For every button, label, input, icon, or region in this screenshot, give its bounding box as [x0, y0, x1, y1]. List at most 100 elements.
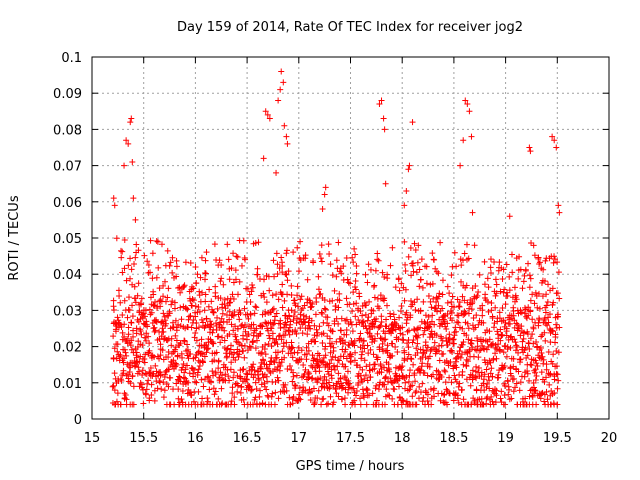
data-point: [458, 278, 465, 285]
data-point: [427, 298, 434, 305]
data-point: [404, 328, 411, 335]
data-point: [167, 374, 174, 381]
data-point: [249, 281, 256, 288]
data-point: [274, 261, 281, 268]
data-point: [541, 398, 548, 405]
data-point: [408, 272, 415, 279]
data-point: [389, 395, 396, 402]
data-point: [146, 347, 153, 354]
data-point: [316, 250, 323, 257]
data-point: [243, 376, 250, 383]
data-point: [319, 396, 326, 403]
data-point: [446, 374, 453, 381]
data-point: [443, 325, 450, 332]
data-point: [505, 383, 512, 390]
y-tick-label: 0.09: [53, 87, 82, 102]
data-point: [143, 330, 150, 337]
data-point: [552, 339, 559, 346]
data-point: [130, 195, 137, 202]
data-point: [374, 250, 381, 257]
data-point: [262, 308, 269, 315]
data-point: [162, 298, 169, 305]
data-point: [488, 300, 495, 307]
data-point: [364, 279, 371, 286]
data-point: [225, 256, 232, 263]
data-point: [526, 272, 533, 279]
data-point: [555, 349, 562, 356]
data-point: [339, 396, 346, 403]
data-point: [226, 299, 233, 306]
data-point: [278, 68, 285, 75]
data-point: [290, 373, 297, 380]
data-point: [231, 394, 238, 401]
data-point: [366, 298, 373, 305]
data-point: [420, 394, 427, 401]
data-point: [518, 323, 525, 330]
data-point: [403, 373, 410, 380]
data-point: [298, 356, 305, 363]
data-point: [195, 366, 202, 373]
data-point: [422, 354, 429, 361]
data-point: [188, 324, 195, 331]
data-point: [266, 332, 273, 339]
data-point: [324, 314, 331, 321]
data-point: [344, 368, 351, 375]
data-point: [192, 303, 199, 310]
data-point: [274, 270, 281, 277]
data-point: [493, 290, 500, 297]
data-point: [406, 372, 413, 379]
data-point: [281, 297, 288, 304]
data-point: [441, 367, 448, 374]
data-point: [530, 242, 537, 249]
data-point: [539, 293, 546, 300]
data-point: [185, 386, 192, 393]
data-point: [198, 316, 205, 323]
data-point: [324, 368, 331, 375]
data-point: [511, 336, 518, 343]
data-point: [177, 289, 184, 296]
data-point: [272, 313, 279, 320]
data-point: [522, 344, 529, 351]
data-point: [329, 272, 336, 279]
data-point: [451, 372, 458, 379]
data-point: [556, 209, 563, 216]
data-point: [501, 286, 508, 293]
data-point: [228, 265, 235, 272]
data-point: [336, 297, 343, 304]
data-point: [342, 386, 349, 393]
data-point: [290, 394, 297, 401]
data-point: [203, 315, 210, 322]
data-point: [407, 312, 414, 319]
data-point: [110, 382, 117, 389]
data-point: [331, 366, 338, 373]
data-point: [167, 259, 174, 266]
data-point: [266, 287, 273, 294]
x-axis-title: GPS time / hours: [296, 459, 405, 474]
data-point: [405, 253, 412, 260]
data-point: [488, 393, 495, 400]
data-point: [403, 187, 410, 194]
data-point: [286, 394, 293, 401]
data-point: [261, 383, 268, 390]
data-point: [481, 387, 488, 394]
data-point: [160, 394, 167, 401]
data-point: [283, 250, 290, 257]
data-point: [493, 281, 500, 288]
data-point: [294, 349, 301, 356]
data-point: [461, 297, 468, 304]
data-point: [460, 396, 467, 403]
data-point: [180, 361, 187, 368]
data-point: [274, 374, 281, 381]
data-point: [117, 401, 124, 408]
data-point: [433, 332, 440, 339]
data-point: [325, 241, 332, 248]
data-point: [149, 250, 156, 257]
data-point: [128, 115, 135, 122]
data-point: [367, 374, 374, 381]
data-point: [293, 372, 300, 379]
data-point: [399, 324, 406, 331]
data-point: [469, 209, 476, 216]
data-point: [236, 316, 243, 323]
data-point: [181, 369, 188, 376]
data-point: [403, 398, 410, 405]
